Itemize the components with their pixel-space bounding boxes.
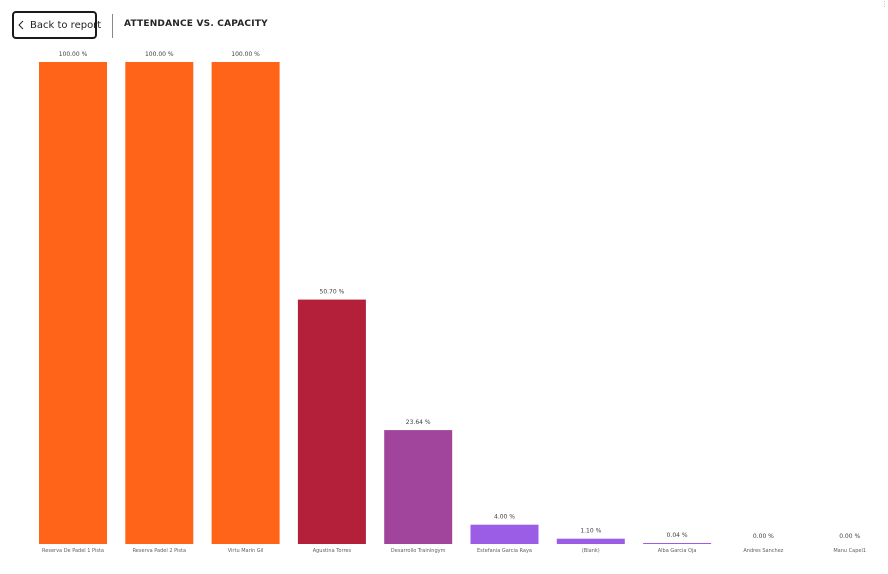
bar-1[interactable] <box>39 62 107 544</box>
bar-6[interactable] <box>470 524 539 544</box>
data-label-6: 4.00 % <box>494 514 515 521</box>
page-title: ATTENDANCE VS. CAPACITY <box>124 19 268 29</box>
x-tick-label-9: Andres Sanchez <box>743 548 783 554</box>
bar-5[interactable] <box>384 430 453 544</box>
x-tick-label-7: (Blank) <box>582 548 600 554</box>
x-tick-label-6: Estefania Garcia Raya <box>477 548 532 554</box>
x-tick-label-4: Agustina Torres <box>313 548 352 554</box>
data-label-8: 0.04 % <box>667 532 688 539</box>
x-tick-label-8: Alba Garcia Oja <box>658 548 697 554</box>
data-label-3: 100.00 % <box>231 51 260 58</box>
data-label-10: 0.00 % <box>839 533 860 540</box>
data-label-4: 50.70 % <box>320 289 345 296</box>
x-tick-label-2: Reserva Padel 2 Pista <box>133 548 186 554</box>
data-label-7: 1.10 % <box>580 528 601 535</box>
header-divider <box>112 14 113 38</box>
data-label-2: 100.00 % <box>145 51 174 58</box>
bar-7[interactable] <box>556 538 625 544</box>
back-button-label: Back to report <box>30 19 102 31</box>
back-to-report-button[interactable]: Back to report <box>12 11 101 39</box>
data-label-1: 100.00 % <box>59 51 88 58</box>
chevron-left-icon <box>17 18 25 32</box>
x-tick-label-3: Virtu Marin Gil <box>228 548 264 554</box>
bar-8[interactable] <box>643 543 712 544</box>
data-label-9: 0.00 % <box>753 533 774 540</box>
x-tick-label-1: Reserva De Padel 1 Pista <box>42 548 104 554</box>
x-tick-label-5: Desarrollo Trainingym <box>391 548 446 554</box>
bar-3[interactable] <box>211 62 280 544</box>
bar-4[interactable] <box>297 299 366 544</box>
corner-handle: ⋮ <box>881 0 888 8</box>
bar-2[interactable] <box>125 62 194 544</box>
data-label-5: 23.64 % <box>406 419 431 426</box>
x-tick-label-10: Manu Capel1 <box>833 548 866 554</box>
